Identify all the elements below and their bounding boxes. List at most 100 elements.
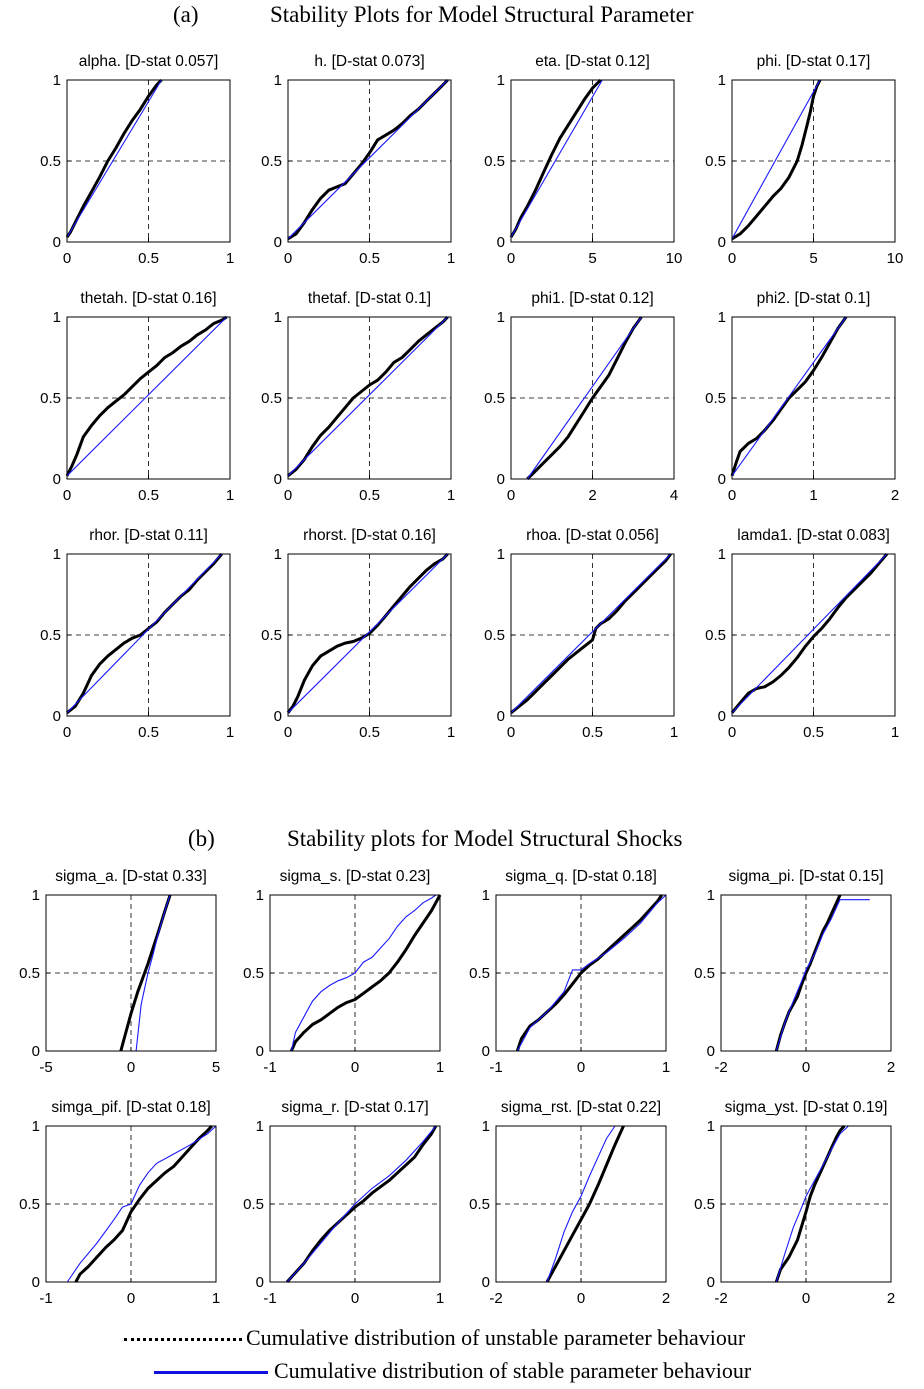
y-tick-label: 1 <box>718 546 726 563</box>
subplot-2: h. [D-stat 0.073] 0 0.5 1 0 0.5 1 <box>261 53 455 267</box>
x-tick-label: 2 <box>887 1059 895 1076</box>
x-tick-label: 0.5 <box>138 250 159 267</box>
section-a-label: (a) <box>173 2 199 27</box>
unstable-cdf-line <box>731 79 822 241</box>
legend-stable-line <box>154 1371 268 1374</box>
x-tick-label: 0 <box>507 487 515 504</box>
x-tick-label: -1 <box>489 1059 502 1076</box>
y-tick-label: 1 <box>482 1118 490 1135</box>
stable-cdf-line <box>135 894 171 1052</box>
y-tick-label: 1 <box>256 1118 264 1135</box>
y-tick-label: 0.5 <box>469 965 490 982</box>
y-tick-label: 0 <box>32 1274 40 1291</box>
y-tick-label: 0 <box>32 1043 40 1060</box>
x-tick-label: 1 <box>447 487 455 504</box>
x-tick-label: 1 <box>226 250 234 267</box>
x-tick-label: 0.5 <box>359 724 380 741</box>
y-tick-label: 0 <box>482 1274 490 1291</box>
x-tick-label: 0 <box>63 487 71 504</box>
y-tick-label: 0.5 <box>705 627 726 644</box>
x-tick-label: 0 <box>351 1290 359 1307</box>
subplot-title: eta. [D-stat 0.12] <box>535 53 650 70</box>
legend-unstable-text: Cumulative distribution of unstable para… <box>246 1325 746 1350</box>
unstable-cdf-line <box>545 1125 625 1283</box>
x-tick-label: 4 <box>670 487 678 504</box>
subplot-11: rhoa. [D-stat 0.056] 0 0.5 1 0 0.5 1 <box>484 527 678 741</box>
section-b-label: (b) <box>188 826 215 851</box>
unstable-cdf-line <box>74 1124 213 1283</box>
y-tick-label: 0 <box>718 234 726 251</box>
y-tick-label: 1 <box>32 1118 40 1135</box>
x-tick-label: 1 <box>662 1059 670 1076</box>
stable-cdf-line <box>66 79 162 238</box>
y-tick-label: 0.5 <box>40 390 61 407</box>
subplot-title: rhor. [D-stat 0.11] <box>89 527 208 544</box>
stable-cdf-line <box>287 79 449 240</box>
x-tick-label: 0 <box>63 724 71 741</box>
y-tick-label: 0.5 <box>694 1196 715 1213</box>
x-tick-label: 0 <box>802 1059 810 1076</box>
y-tick-label: 0.5 <box>261 153 282 170</box>
x-tick-label: 0 <box>802 1290 810 1307</box>
subplot-14: sigma_s. [D-stat 0.23]-1 0 100.51 <box>243 868 444 1076</box>
legend-unstable-line <box>124 1338 242 1341</box>
subplot-20: sigma_yst. [D-stat 0.19]-2 0 200.51 <box>694 1099 895 1307</box>
stable-cdf-line <box>287 553 449 714</box>
unstable-cdf-line <box>289 894 442 1052</box>
subplot-title: rhoa. [D-stat 0.056] <box>526 527 659 544</box>
x-tick-label: 5 <box>588 250 596 267</box>
subplot-title: lamda1. [D-stat 0.083] <box>737 527 890 544</box>
x-tick-label: 0 <box>507 250 515 267</box>
y-tick-label: 0 <box>707 1043 715 1060</box>
y-tick-label: 1 <box>718 72 726 89</box>
stable-cdf-line <box>510 553 672 714</box>
stable-cdf-line <box>775 899 870 1052</box>
y-tick-label: 1 <box>707 887 715 904</box>
section-a-title: Stability Plots for Model Structural Par… <box>270 2 694 27</box>
x-tick-label: -2 <box>714 1290 727 1307</box>
y-tick-label: 1 <box>482 887 490 904</box>
x-tick-label: 5 <box>212 1059 220 1076</box>
subplot-title: phi. [D-stat 0.17] <box>757 53 871 70</box>
x-tick-label: 0 <box>728 487 736 504</box>
y-tick-label: 0 <box>53 708 61 725</box>
x-tick-label: -1 <box>263 1290 276 1307</box>
subplot-4: phi. [D-stat 0.17] 0 5 10 0 0.5 1 <box>705 53 903 267</box>
x-tick-label: 10 <box>666 250 683 267</box>
subplot-title: phi1. [D-stat 0.12] <box>531 290 653 307</box>
x-tick-label: -5 <box>39 1059 52 1076</box>
unstable-cdf-line <box>66 553 223 714</box>
y-tick-label: 0 <box>274 234 282 251</box>
y-tick-label: 0.5 <box>261 390 282 407</box>
section-b-title: Stability plots for Model Structural Sho… <box>287 826 683 851</box>
subplot-title: sigma_a. [D-stat 0.33] <box>55 868 207 885</box>
subplot-title: sigma_r. [D-stat 0.17] <box>281 1099 428 1116</box>
stable-cdf-line <box>526 316 642 480</box>
x-tick-label: 0 <box>127 1290 135 1307</box>
y-tick-label: 1 <box>707 1118 715 1135</box>
y-tick-label: 0 <box>497 471 505 488</box>
unstable-cdf-line <box>65 315 228 477</box>
x-tick-label: 0.5 <box>803 724 824 741</box>
x-tick-label: 0.5 <box>138 724 159 741</box>
y-tick-label: 0.5 <box>484 390 505 407</box>
subplot-12: lamda1. [D-stat 0.083] 0 0.5 1 0 0.5 1 <box>705 527 899 741</box>
y-tick-label: 1 <box>53 72 61 89</box>
y-tick-label: 0 <box>482 1043 490 1060</box>
stable-cdf-line <box>775 1125 862 1283</box>
x-tick-label: 0 <box>728 250 736 267</box>
subplot-16: sigma_pi. [D-stat 0.15]-2 0 200.51 <box>694 868 895 1076</box>
y-tick-label: 0.5 <box>705 153 726 170</box>
x-tick-label: 1 <box>670 724 678 741</box>
x-tick-label: 1 <box>436 1059 444 1076</box>
stable-cdf-line <box>66 553 223 714</box>
y-tick-label: 0 <box>718 471 726 488</box>
x-tick-label: 1 <box>226 724 234 741</box>
subplot-title: sigma_q. [D-stat 0.18] <box>505 868 657 885</box>
y-tick-label: 1 <box>53 309 61 326</box>
unstable-cdf-line <box>285 1125 438 1284</box>
x-tick-label: 10 <box>887 250 904 267</box>
x-tick-label: 1 <box>212 1290 220 1307</box>
unstable-cdf-line <box>730 316 848 477</box>
